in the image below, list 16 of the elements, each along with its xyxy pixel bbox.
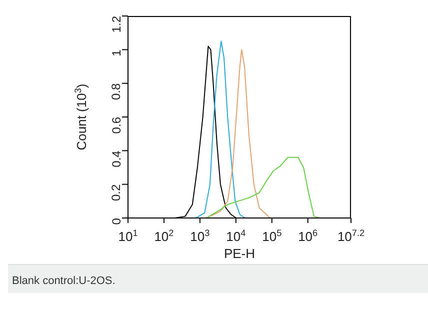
y-tick-label: 1 bbox=[109, 49, 124, 56]
y-tick-label: 0.8 bbox=[109, 83, 124, 100]
x-tick-label: 10$^{4}$ bbox=[226, 228, 246, 244]
x-tick-label: 10$^{5}$ bbox=[262, 228, 282, 244]
x-axis-title: PE-H bbox=[224, 246, 256, 261]
y-tick-label: 0 bbox=[109, 218, 124, 225]
x-tick-label: 10$^{2}$ bbox=[154, 228, 174, 244]
x-tick-label: 10$^{3}$ bbox=[190, 228, 210, 244]
y-tick-label: 0.2 bbox=[109, 184, 124, 202]
text: Blank control:U-2OS. bbox=[12, 275, 116, 287]
x-tick-label: 10$^{7.2}$ bbox=[337, 228, 365, 244]
y-tick-label: 0.4 bbox=[109, 150, 124, 168]
y-tick-label: 0.6 bbox=[109, 116, 124, 134]
x-tick-label: 10$^{1}$ bbox=[118, 228, 138, 244]
y-tick-label: 1.2 bbox=[109, 16, 124, 33]
x-tick-label: 10$^{6}$ bbox=[298, 228, 318, 244]
